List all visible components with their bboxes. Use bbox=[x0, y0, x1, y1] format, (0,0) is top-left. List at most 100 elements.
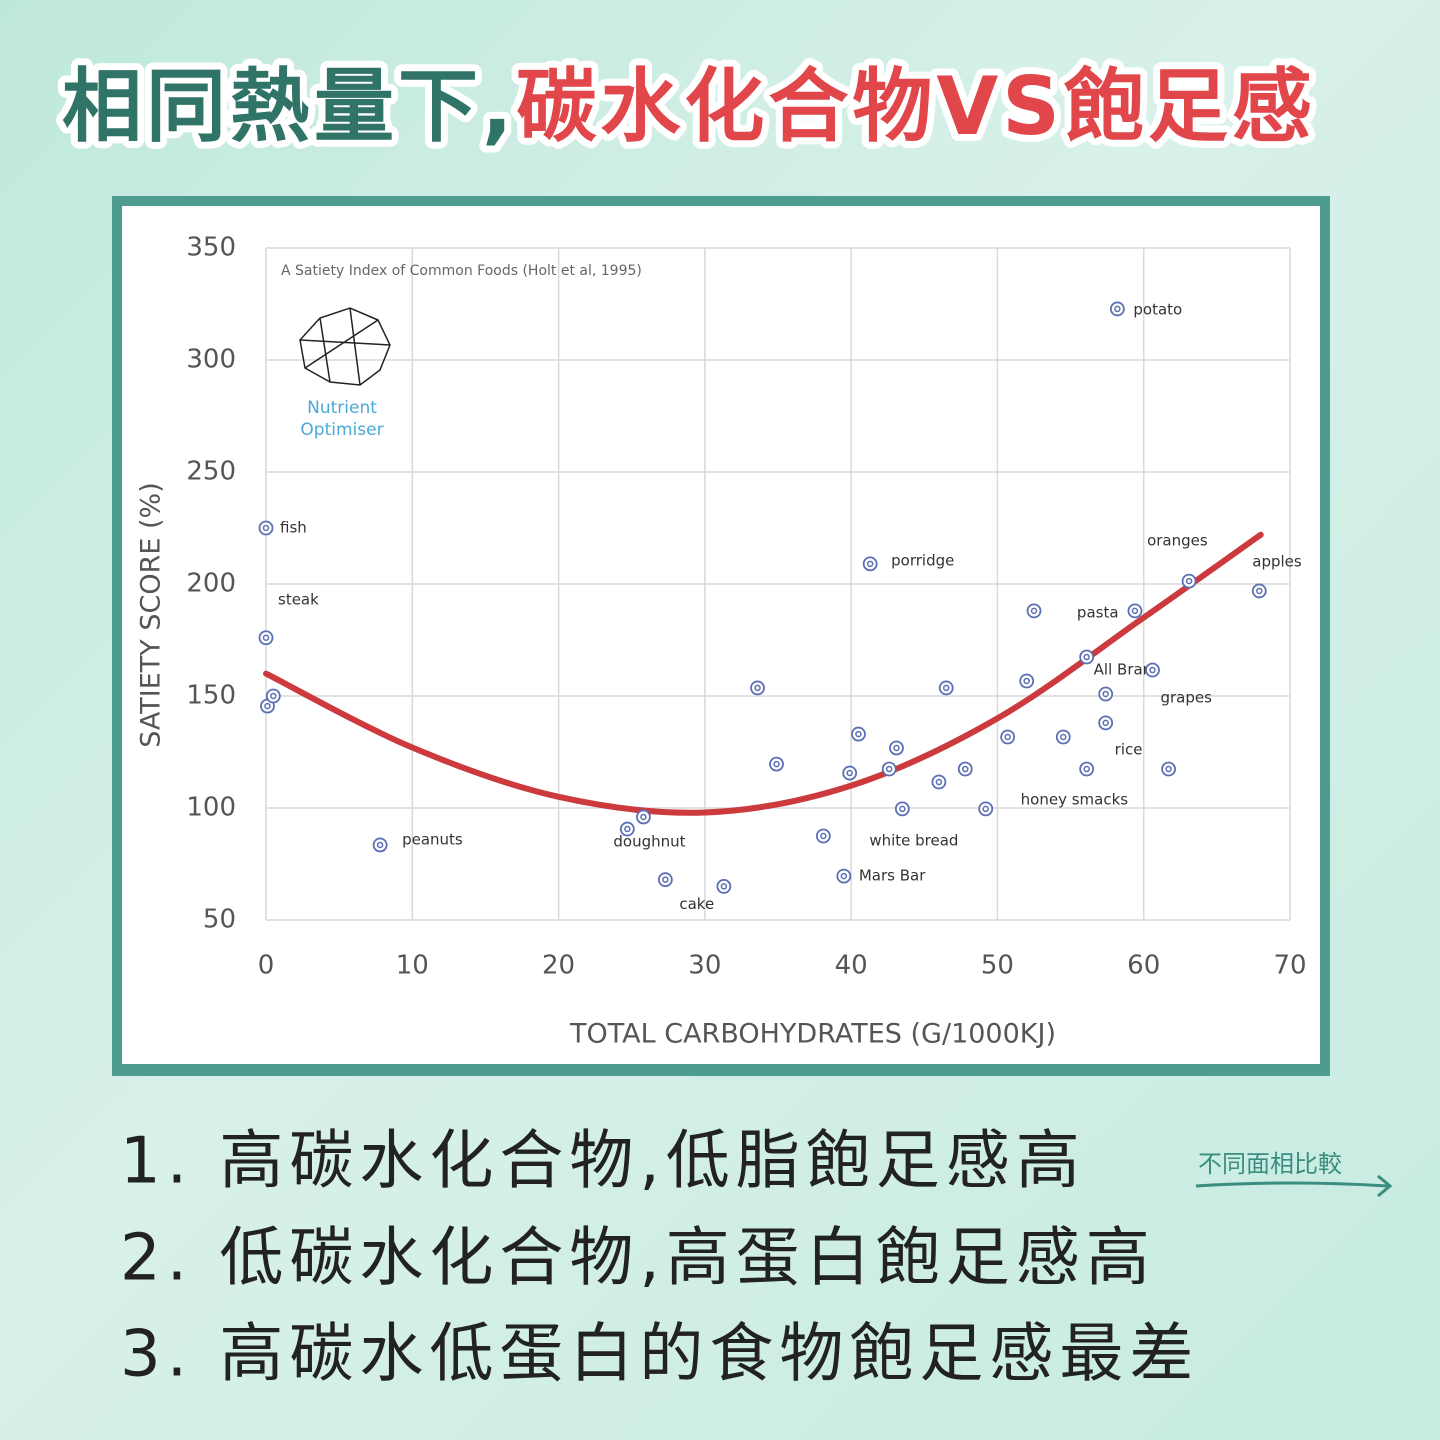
point-dot bbox=[899, 805, 906, 813]
point-dot bbox=[262, 634, 270, 642]
y-tick-label: 350 bbox=[186, 233, 236, 263]
data-point bbox=[636, 809, 651, 825]
data-point bbox=[1251, 583, 1267, 599]
point-ring bbox=[1026, 603, 1042, 619]
point-ring bbox=[258, 630, 274, 646]
point-ring bbox=[258, 520, 274, 536]
point-label: potato bbox=[1133, 300, 1182, 318]
point-label: apples bbox=[1252, 552, 1302, 570]
logo-icon bbox=[299, 307, 391, 386]
point-dot bbox=[1149, 666, 1156, 674]
data-point bbox=[619, 821, 635, 837]
point-dot bbox=[961, 765, 969, 773]
point-ring bbox=[1000, 729, 1016, 745]
point-ring bbox=[1109, 301, 1125, 317]
title: 相同熱量下,碳水化合物VS飽足感 bbox=[62, 60, 1316, 153]
point-ring bbox=[750, 680, 765, 696]
data-point bbox=[836, 868, 852, 884]
data-point bbox=[1127, 603, 1143, 619]
data-point bbox=[1055, 729, 1071, 745]
point-dot bbox=[1030, 607, 1038, 615]
point-ring bbox=[769, 756, 784, 772]
point-label: white bread bbox=[869, 831, 958, 849]
data-point bbox=[258, 520, 274, 536]
point-ring bbox=[894, 801, 910, 817]
point-ring bbox=[1019, 673, 1035, 689]
point-ring bbox=[1127, 603, 1143, 619]
next-button[interactable]: 不同面相比較 bbox=[1195, 1150, 1393, 1198]
point-ring bbox=[1251, 583, 1267, 599]
data-point bbox=[769, 756, 784, 772]
point-label: grapes bbox=[1160, 689, 1212, 707]
data-point bbox=[1026, 603, 1042, 619]
data-point bbox=[265, 688, 281, 704]
data-point bbox=[1098, 686, 1114, 702]
data-point bbox=[750, 680, 765, 696]
data-point bbox=[938, 680, 954, 696]
point-ring bbox=[1181, 573, 1197, 589]
data-point bbox=[894, 801, 910, 817]
data-point bbox=[1181, 573, 1197, 589]
y-tick-label: 250 bbox=[186, 457, 236, 487]
data-point bbox=[1000, 729, 1016, 745]
point-ring bbox=[938, 680, 954, 696]
x-tick-label: 60 bbox=[1127, 951, 1160, 981]
point-label: fish bbox=[280, 519, 307, 537]
point-dot bbox=[754, 684, 761, 692]
data-point bbox=[1019, 673, 1035, 689]
point-ring bbox=[1098, 715, 1114, 731]
logo-text: Optimiser bbox=[300, 420, 383, 440]
point-ring bbox=[657, 872, 673, 888]
y-tick-label: 50 bbox=[203, 905, 236, 935]
data-point bbox=[931, 774, 947, 790]
x-tick-label: 40 bbox=[835, 951, 868, 981]
point-label: peanuts bbox=[402, 830, 463, 848]
note: 2. 低碳水化合物,高蛋白飽足感高 bbox=[120, 1222, 1156, 1296]
point-label: oranges bbox=[1147, 532, 1208, 550]
note: 3. 高碳水低蛋白的食物飽足感最差 bbox=[120, 1318, 1199, 1392]
point-dot bbox=[982, 805, 989, 813]
y-tick-label: 200 bbox=[186, 569, 236, 599]
point-ring bbox=[978, 801, 994, 817]
point-ring bbox=[851, 726, 866, 742]
data-point bbox=[258, 630, 274, 646]
data-point bbox=[978, 801, 994, 817]
point-dot bbox=[855, 730, 862, 738]
x-axis-label: TOTAL CARBOHYDRATES (G/1000KJ) bbox=[569, 1019, 1056, 1050]
data-point bbox=[815, 828, 831, 844]
data-point bbox=[1145, 662, 1160, 678]
point-ring bbox=[1079, 761, 1095, 777]
point-label: doughnut bbox=[613, 832, 685, 850]
button-label[interactable]: 不同面相比較 bbox=[1198, 1150, 1342, 1178]
point-label: pasta bbox=[1077, 603, 1119, 621]
x-tick-label: 20 bbox=[542, 951, 575, 981]
title-part: 相同熱量下, bbox=[62, 60, 516, 153]
point-ring bbox=[1055, 729, 1071, 745]
x-tick-label: 30 bbox=[688, 951, 721, 981]
point-dot bbox=[820, 832, 827, 840]
point-dot bbox=[262, 524, 270, 532]
data-point bbox=[372, 837, 388, 853]
point-dot bbox=[1083, 765, 1090, 773]
note: 1. 高碳水化合物,低脂飽足感高 bbox=[120, 1125, 1086, 1199]
data-point bbox=[851, 726, 866, 742]
data-point bbox=[716, 879, 732, 894]
point-ring bbox=[889, 740, 904, 756]
point-dot bbox=[1185, 577, 1193, 585]
data-point bbox=[1161, 761, 1176, 777]
point-ring bbox=[1145, 662, 1160, 678]
data-point bbox=[842, 765, 858, 781]
data-point bbox=[1079, 761, 1095, 777]
y-axis-label: SATIETY SCORE (%) bbox=[136, 482, 167, 747]
point-label: Mars Bar bbox=[859, 867, 926, 885]
y-tick-label: 300 bbox=[186, 345, 236, 375]
button-arrow[interactable] bbox=[1195, 1174, 1393, 1198]
point-label: All Bran bbox=[1094, 660, 1153, 678]
x-tick-label: 50 bbox=[981, 951, 1014, 981]
point-ring bbox=[372, 837, 388, 853]
point-dot bbox=[1256, 587, 1263, 595]
x-tick-label: 0 bbox=[258, 951, 275, 981]
data-point bbox=[957, 761, 973, 777]
point-ring bbox=[265, 688, 281, 704]
